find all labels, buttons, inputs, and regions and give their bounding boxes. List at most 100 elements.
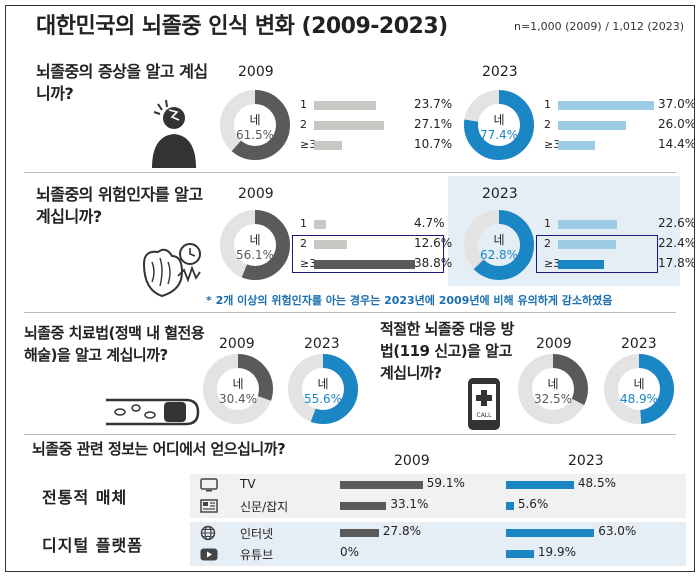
donut-value: 56.1% <box>236 248 274 262</box>
bar-2009-value: 59.1% <box>426 476 465 490</box>
bar-value-label: 22.6% <box>658 216 695 230</box>
highlight-box-2023 <box>536 235 658 273</box>
symptoms-year-2009: 2009 <box>238 64 274 80</box>
bar <box>314 260 415 269</box>
bar-category-label: 2 <box>544 118 551 131</box>
donut-chart: 네55.6% <box>288 354 358 424</box>
bar <box>314 121 385 130</box>
donut-value-arc <box>203 354 273 424</box>
risk-donut-2023: 네 62.8% <box>462 208 536 282</box>
bar-value-label: 37.0% <box>658 97 695 111</box>
donut-label: 네 <box>232 377 243 391</box>
donut-chart: 네32.5% <box>518 354 588 424</box>
symptoms-donut-2023: 네 77.4% <box>462 88 536 162</box>
sources-year-2023: 2023 <box>568 453 604 469</box>
bar-value-label: 17.8% <box>658 256 695 270</box>
bar-2023-value: 48.5% <box>577 476 617 490</box>
treatment-question: 뇌졸중 치료법(정맥 내 혈전용해술)을 알고 계십니까? <box>24 324 205 364</box>
page-title: 대한민국의 뇌졸중 인식 변화 (2009-2023) <box>36 14 448 39</box>
bar <box>558 121 626 130</box>
blood-vessel-icon <box>106 398 200 426</box>
bar-category-label: 1 <box>544 98 551 111</box>
donut-label: 네 <box>249 233 260 247</box>
phone-call-text: CALL <box>477 412 493 419</box>
source-label: TV <box>240 477 256 491</box>
bar-category-label: 1 <box>300 98 307 111</box>
response-donut-2023: 네 48.9% <box>602 352 676 426</box>
youtube-icon <box>200 546 218 565</box>
donut-value-arc <box>464 210 534 280</box>
response-year-2023: 2023 <box>621 336 657 352</box>
section-divider <box>24 312 676 313</box>
source-group-background <box>190 522 686 566</box>
bar-value-label: 22.4% <box>658 236 695 250</box>
section-divider <box>24 434 676 435</box>
donut-label: 네 <box>633 377 644 391</box>
symptoms-question: 뇌졸중의 증상을 알고 계십니까? <box>36 62 208 103</box>
bar-category-label: ≥3 <box>544 257 561 270</box>
response-donut-2009: 네 32.5% <box>516 352 590 426</box>
bar <box>314 220 327 229</box>
donut-label: 네 <box>547 377 558 391</box>
risk-year-2023: 2023 <box>482 186 518 202</box>
donut-chart: 네48.9% <box>604 354 674 424</box>
donut-value: 77.4% <box>480 128 518 142</box>
section-divider <box>24 172 676 173</box>
donut-value-arc <box>518 354 588 424</box>
risk-donut-2009: 네 56.1% <box>218 208 292 282</box>
bar <box>558 141 596 150</box>
donut-value: 62.8% <box>480 248 518 262</box>
donut-value: 32.5% <box>534 392 572 406</box>
symptoms-donut-2009: 네 61.5% <box>218 88 292 162</box>
sample-size-note: n=1,000 (2009) / 1,012 (2023) <box>513 20 684 33</box>
bar-value-label: 27.1% <box>414 117 453 131</box>
risk-footnote: * 2개 이상의 위험인자를 아는 경우는 2023년에 2009년에 비해 유… <box>206 294 613 307</box>
bar <box>558 101 655 110</box>
treatment-donut-2009: 네 30.4% <box>201 352 275 426</box>
bar-2023 <box>506 481 574 489</box>
donut-value-arc <box>220 210 290 280</box>
bar-value-label: 26.0% <box>658 117 695 131</box>
source-label: 유튜브 <box>240 548 274 562</box>
source-group-name: 전통적 매체 <box>42 488 128 507</box>
bar-2009 <box>340 502 387 510</box>
donut-label: 네 <box>493 113 504 127</box>
donut-value: 30.4% <box>219 392 257 406</box>
bar-category-label: 1 <box>544 217 551 230</box>
symptoms-year-2023: 2023 <box>482 64 518 80</box>
bar <box>558 240 617 249</box>
bar-2023 <box>506 550 534 558</box>
infographic: 대한민국의 뇌졸중 인식 변화 (2009-2023) n=1,000 (200… <box>5 5 695 572</box>
donut-chart: 네30.4% <box>203 354 273 424</box>
bar-2009-value: 0% <box>340 545 360 559</box>
source-group-background <box>190 474 686 518</box>
bar <box>314 101 376 110</box>
bar <box>314 240 347 249</box>
sources-question: 뇌졸중 관련 정보는 어디에서 얻으십니까? <box>32 440 286 458</box>
donut-chart: 네62.8% <box>464 210 534 280</box>
bar-category-label: 1 <box>300 217 307 230</box>
donut-label: 네 <box>493 233 504 247</box>
donut-chart: 네61.5% <box>220 90 290 160</box>
treatment-donut-2023: 네 55.6% <box>286 352 360 426</box>
bar-value-label: 12.6% <box>414 236 453 250</box>
bar-category-label: ≥3 <box>300 257 317 270</box>
newspaper-icon <box>200 498 218 517</box>
donut-value-arc <box>220 90 290 160</box>
bar-2023-value: 5.6% <box>517 497 549 511</box>
treatment-year-2023: 2023 <box>304 336 340 352</box>
highlight-box-2009 <box>292 235 444 273</box>
bar-category-label: ≥3 <box>544 138 561 151</box>
bar-2023-value: 63.0% <box>598 524 637 538</box>
bar-value-label: 38.8% <box>414 256 453 270</box>
bar-2023 <box>506 502 514 510</box>
donut-value-arc <box>604 354 674 424</box>
tv-icon <box>200 477 218 496</box>
source-label: 인터넷 <box>240 527 274 541</box>
donut-label: 네 <box>249 113 260 127</box>
donut-chart: 네77.4% <box>464 90 534 160</box>
bar-value-label: 4.7% <box>414 216 445 230</box>
donut-value: 48.9% <box>620 392 658 406</box>
bar-2009 <box>340 481 423 489</box>
sources-year-2009: 2009 <box>394 453 430 469</box>
